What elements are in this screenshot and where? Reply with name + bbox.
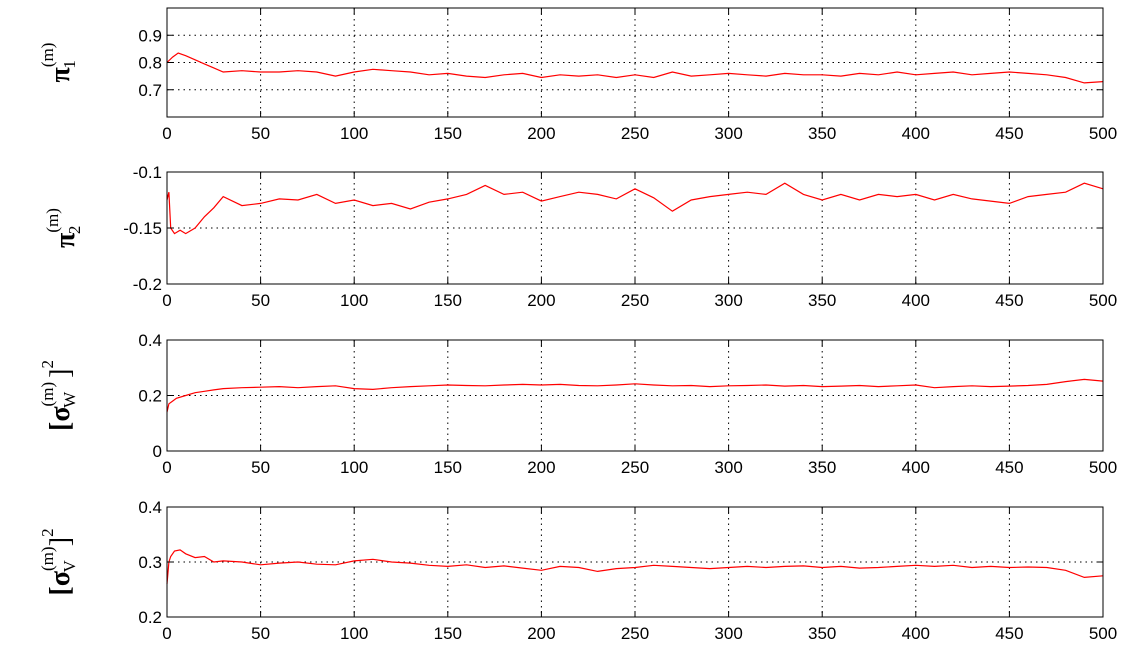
- y-tick-label: 0.4: [138, 331, 162, 350]
- y-tick-label: -0.2: [133, 275, 162, 294]
- y-tick-label: 0.2: [138, 387, 162, 406]
- series-line: [166, 52, 1104, 84]
- x-tick-label: 50: [251, 624, 270, 643]
- x-tick-label: 300: [714, 124, 742, 143]
- subplot-1: 0 50 100 150 200 250 300 350 400 450 500 0.7 0.8 0.9 π…: [38, 7, 1117, 143]
- x-tick-label: 300: [714, 458, 742, 477]
- x-tick-label: 300: [714, 291, 742, 310]
- x-tick-label: 350: [808, 458, 836, 477]
- series-line: [166, 549, 1104, 585]
- x-tick-label: 50: [251, 458, 270, 477]
- x-tick-label: 450: [995, 458, 1023, 477]
- y-axis-label: [σ(m) W]2: [38, 360, 79, 431]
- x-tick-label: 450: [995, 624, 1023, 643]
- x-tick-label: 500: [1089, 291, 1117, 310]
- x-tick-label: 200: [527, 458, 555, 477]
- x-tick-label: 150: [434, 124, 462, 143]
- x-tick-label: 500: [1089, 458, 1117, 477]
- y-tick-label: 0: [153, 442, 162, 461]
- x-tick-label: 450: [995, 291, 1023, 310]
- x-tick-label: 100: [340, 458, 368, 477]
- x-tick-label: 0: [162, 291, 171, 310]
- x-tick-label: 300: [714, 624, 742, 643]
- subplot-3: 0 50 100 150 200 250 300 350 400 450 500 0 0.2 0.4 [σ(…: [38, 331, 1118, 477]
- subplot-4: 0 50 100 150 200 250 300 350 400 450 500 0.2 0.3 0.4 […: [38, 498, 1118, 643]
- x-tick-label: 250: [621, 291, 649, 310]
- x-tick-label: 200: [527, 124, 555, 143]
- x-tick-label: 400: [902, 291, 930, 310]
- series-line: [166, 182, 1104, 235]
- x-tick-label: 500: [1089, 624, 1117, 643]
- x-tick-label: 450: [995, 124, 1023, 143]
- x-tick-label: 200: [527, 624, 555, 643]
- x-tick-label: 50: [251, 291, 270, 310]
- y-tick-label: 0.7: [138, 81, 162, 100]
- x-tick-label: 400: [902, 624, 930, 643]
- y-tick-label: 0.4: [138, 498, 162, 517]
- x-tick-label: 100: [340, 291, 368, 310]
- x-tick-label: 0: [162, 124, 171, 143]
- y-tick-label: 0.9: [138, 26, 162, 45]
- x-tick-label: 200: [527, 291, 555, 310]
- x-tick-label: 150: [434, 458, 462, 477]
- x-tick-label: 350: [808, 624, 836, 643]
- y-axis-label: π(m) 1: [38, 43, 79, 83]
- x-tick-label: 350: [808, 124, 836, 143]
- subplot-2: 0 50 100 150 200 250 300 350 400 450 500 -0.2 -0.15 -…: [43, 163, 1118, 310]
- x-tick-label: 500: [1089, 124, 1117, 143]
- x-tick-label: 150: [434, 624, 462, 643]
- x-tick-label: 250: [621, 124, 649, 143]
- x-tick-label: 100: [340, 124, 368, 143]
- x-tick-label: 50: [251, 124, 270, 143]
- x-tick-label: 150: [434, 291, 462, 310]
- y-tick-label: -0.1: [133, 163, 162, 182]
- y-tick-label: -0.15: [123, 219, 162, 238]
- y-axis-label: π(m) 2: [43, 208, 84, 248]
- y-tick-label: 0.8: [138, 54, 162, 73]
- y-tick-label: 0.3: [138, 553, 162, 572]
- x-tick-label: 250: [621, 624, 649, 643]
- x-tick-label: 400: [902, 124, 930, 143]
- series-line: [166, 378, 1104, 413]
- x-tick-label: 250: [621, 458, 649, 477]
- x-tick-label: 0: [162, 624, 171, 643]
- y-axis-label: [σ(m) V]2: [38, 528, 79, 595]
- y-tick-label: 0.2: [138, 608, 162, 627]
- x-tick-label: 100: [340, 624, 368, 643]
- x-tick-label: 0: [162, 458, 171, 477]
- x-tick-label: 350: [808, 291, 836, 310]
- x-tick-label: 400: [902, 458, 930, 477]
